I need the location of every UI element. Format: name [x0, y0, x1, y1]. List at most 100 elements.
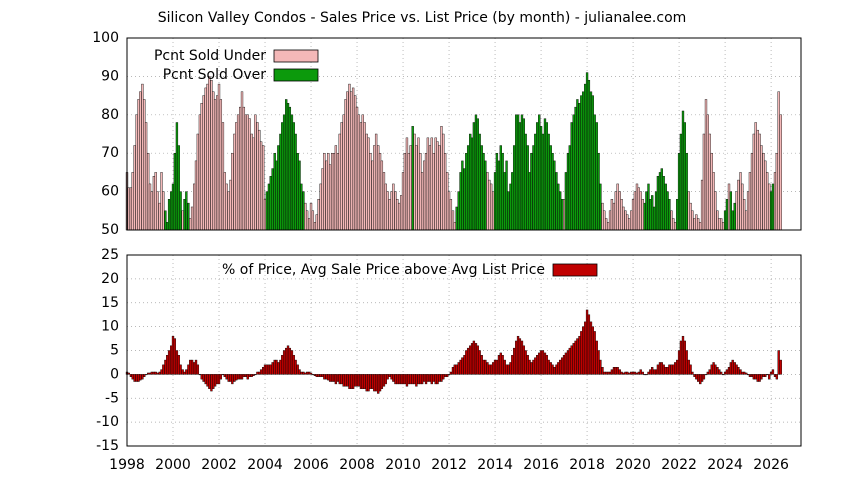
bar: [269, 176, 272, 231]
bar: [208, 374, 211, 389]
bar: [723, 210, 727, 231]
bar: [259, 369, 263, 375]
bar: [453, 222, 456, 231]
bar: [179, 191, 182, 231]
bar: [263, 364, 267, 375]
bar: [587, 314, 591, 375]
bar: [346, 91, 349, 231]
bar: [135, 374, 138, 382]
x-tick-label: 2002: [201, 457, 237, 473]
bar: [194, 160, 198, 231]
bar: [509, 183, 512, 231]
bar: [610, 369, 614, 375]
bar: [591, 95, 594, 231]
bar: [235, 122, 238, 231]
bar: [568, 145, 571, 231]
bar: [474, 343, 478, 375]
bar: [608, 210, 612, 231]
bar: [733, 362, 736, 375]
bar: [486, 172, 489, 231]
bar: [620, 199, 623, 231]
bar: [369, 374, 372, 389]
bar: [217, 83, 221, 231]
bar: [647, 371, 650, 375]
bar: [580, 95, 583, 231]
bar: [242, 106, 246, 231]
bar: [511, 172, 514, 231]
bar: [674, 222, 677, 231]
bar: [685, 350, 688, 375]
bar: [206, 83, 209, 231]
bar: [649, 369, 652, 375]
bar: [729, 191, 732, 231]
bar: [246, 374, 249, 380]
bar: [662, 176, 665, 231]
bar: [773, 172, 777, 231]
bar: [683, 122, 686, 231]
bar: [350, 374, 353, 389]
bar: [170, 191, 173, 231]
bar: [143, 99, 146, 231]
bar: [150, 371, 154, 375]
bar: [662, 364, 665, 375]
bar: [298, 160, 301, 231]
bar: [419, 152, 422, 231]
bar: [273, 359, 276, 375]
bar: [645, 374, 648, 376]
bar: [708, 369, 711, 375]
bar: [233, 374, 236, 382]
bar: [762, 152, 765, 231]
bar: [137, 99, 140, 231]
bar: [267, 364, 271, 375]
bar: [216, 95, 219, 231]
bar: [620, 371, 623, 375]
bar: [131, 374, 134, 380]
bar: [426, 374, 430, 382]
bar: [438, 374, 441, 382]
bar: [515, 114, 518, 231]
bar: [532, 145, 535, 231]
bar: [365, 374, 368, 392]
bar: [265, 364, 269, 375]
bar: [317, 374, 320, 377]
bar: [597, 350, 600, 375]
bar: [618, 369, 621, 375]
bar: [472, 340, 476, 375]
bar: [355, 374, 359, 387]
bar: [727, 367, 731, 375]
bar: [766, 374, 769, 376]
bar: [760, 374, 763, 380]
bar: [262, 367, 265, 375]
bar: [304, 202, 307, 231]
bar: [779, 114, 782, 231]
y-tick-label: -5: [105, 390, 119, 406]
bar: [578, 103, 581, 231]
legend-swatch: [273, 68, 319, 82]
bar: [225, 374, 228, 380]
bar: [430, 137, 433, 231]
bar: [334, 374, 338, 385]
bar: [144, 374, 148, 376]
bar: [411, 374, 414, 385]
bar: [689, 364, 692, 375]
bar: [752, 374, 756, 380]
bar: [672, 218, 675, 231]
bar: [377, 145, 380, 231]
bar: [323, 152, 326, 231]
bar: [601, 202, 604, 231]
bar: [446, 172, 449, 231]
bar: [748, 374, 752, 377]
bar: [576, 99, 579, 231]
bar: [555, 172, 558, 231]
bar: [746, 191, 750, 231]
bar: [664, 367, 667, 375]
bar: [141, 374, 144, 380]
bar: [315, 374, 318, 377]
bar: [150, 191, 154, 231]
bar: [551, 364, 554, 375]
bar: [250, 374, 253, 377]
bar: [423, 160, 426, 231]
bar: [515, 340, 518, 375]
bar: [476, 118, 479, 231]
bar: [344, 374, 347, 387]
